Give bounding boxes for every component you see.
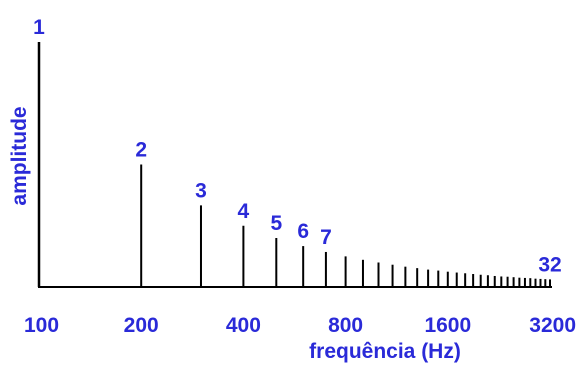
harmonic-label-3: 3 bbox=[195, 179, 207, 202]
x-tick-label-100: 100 bbox=[24, 314, 59, 337]
x-tick-label-800: 800 bbox=[328, 314, 363, 337]
harmonic-label-6: 6 bbox=[297, 220, 309, 243]
harmonic-label-7: 7 bbox=[320, 226, 332, 249]
x-axis-title: frequência (Hz) bbox=[309, 340, 461, 363]
harmonic-labels: 1 2 3 45 6 7 32 bbox=[33, 16, 562, 276]
x-tick-label-3200: 3200 bbox=[529, 314, 576, 337]
x-tick-label-400: 400 bbox=[226, 314, 261, 337]
x-tick-labels: 100 200 400 800 1600 3200 bbox=[24, 314, 576, 337]
x-tick-label-1600: 1600 bbox=[424, 314, 471, 337]
harmonic-label-4: 4 bbox=[238, 200, 250, 223]
harmonic-bars bbox=[37, 42, 551, 287]
harmonic-label-32: 32 bbox=[538, 253, 561, 276]
harmonic-label-2: 2 bbox=[135, 139, 147, 162]
harmonic-label-5: 5 bbox=[270, 212, 282, 235]
harmonic-label-1: 1 bbox=[33, 16, 45, 39]
x-tick-label-200: 200 bbox=[124, 314, 159, 337]
y-axis-title: amplitude bbox=[8, 106, 31, 205]
